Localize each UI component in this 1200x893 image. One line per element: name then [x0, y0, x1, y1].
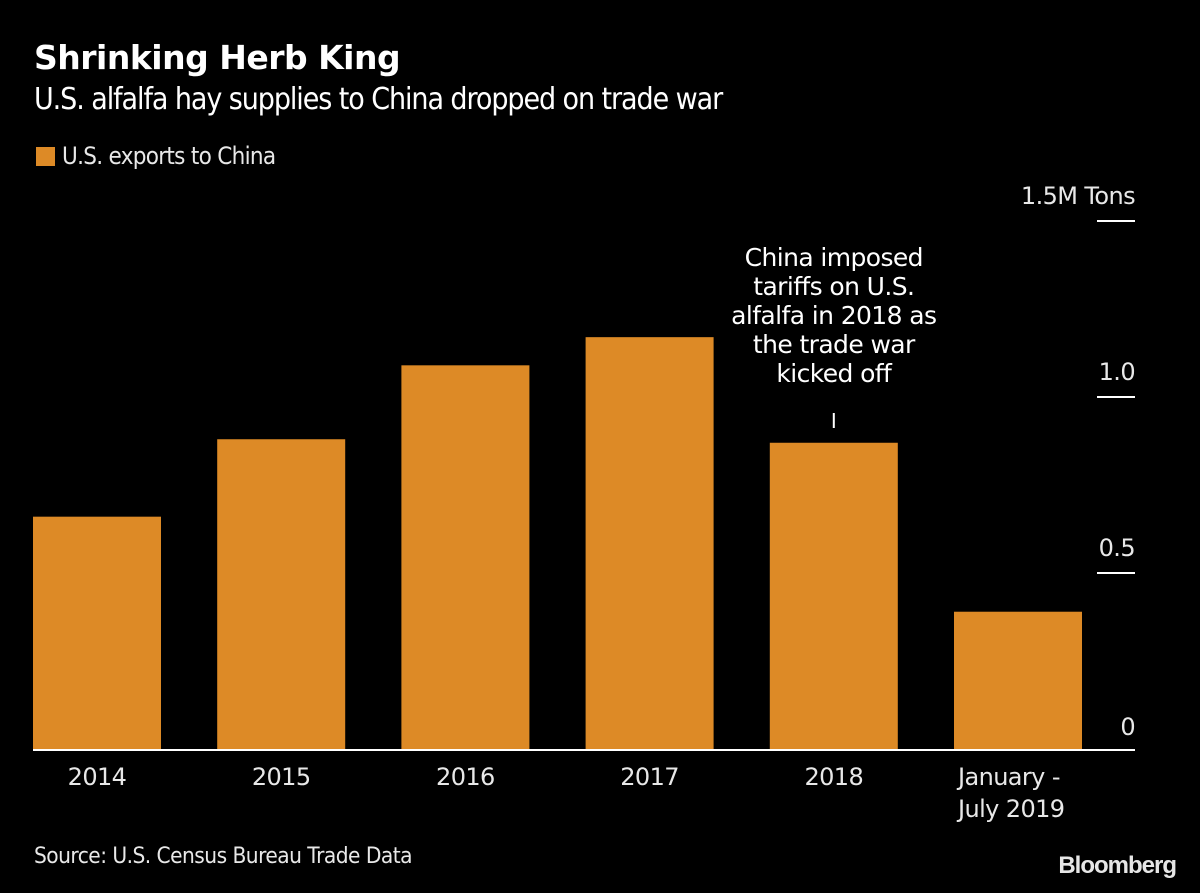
chart-title: Shrinking Herb King	[34, 38, 401, 77]
legend-label: U.S. exports to China	[62, 142, 276, 170]
x-tick-label: January -July 2019	[956, 763, 1064, 823]
bars-group	[33, 337, 1082, 749]
bar-2018	[769, 442, 898, 749]
x-tick-label: 2016	[436, 763, 495, 791]
bar-2014	[33, 516, 161, 749]
x-tick-label: 2015	[252, 763, 311, 791]
source-note: Source: U.S. Census Bureau Trade Data	[34, 844, 413, 869]
bar-2017	[585, 337, 714, 749]
y-tick-label: 0.5	[1099, 534, 1135, 562]
x-axis: 2014 2015 2016 2017 2018 January -July 2019	[68, 763, 1065, 823]
legend-swatch	[36, 146, 55, 166]
legend: U.S. exports to China	[36, 142, 299, 170]
chart-subtitle: U.S. alfalfa hay supplies to China dropp…	[34, 82, 723, 117]
x-tick-label: 2014	[68, 763, 127, 791]
y-tick-label: 1.0	[1099, 358, 1135, 386]
annotation: China imposed tariffs on U.S. alfalfa in 2…	[731, 243, 937, 428]
bar-january-july-2019	[954, 611, 1082, 749]
bar-2016	[401, 365, 530, 749]
x-tick-label: 2018	[804, 763, 863, 791]
annotation-text: China imposed tariffs on U.S. alfalfa in 2…	[731, 243, 936, 388]
bloomberg-logo: Bloomberg	[1058, 852, 1177, 879]
bar-2015	[217, 439, 346, 749]
y-tick-label: 0	[1120, 713, 1135, 741]
y-axis: 0 0.5 1.0 1.5M Tons	[1021, 182, 1136, 741]
x-tick-label: 2017	[620, 763, 679, 791]
y-tick-label: 1.5M Tons	[1021, 182, 1135, 210]
